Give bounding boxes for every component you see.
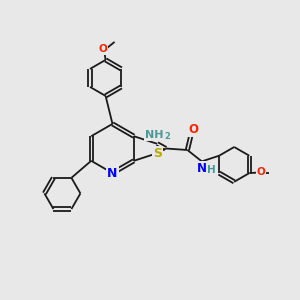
Text: N: N	[197, 161, 207, 175]
Text: O: O	[188, 123, 198, 136]
Text: H: H	[207, 165, 216, 176]
Text: N: N	[107, 167, 118, 180]
Text: O: O	[257, 167, 266, 177]
Text: NH: NH	[145, 130, 164, 140]
Text: O: O	[98, 44, 107, 54]
Text: S: S	[153, 147, 162, 160]
Text: 2: 2	[165, 132, 171, 141]
